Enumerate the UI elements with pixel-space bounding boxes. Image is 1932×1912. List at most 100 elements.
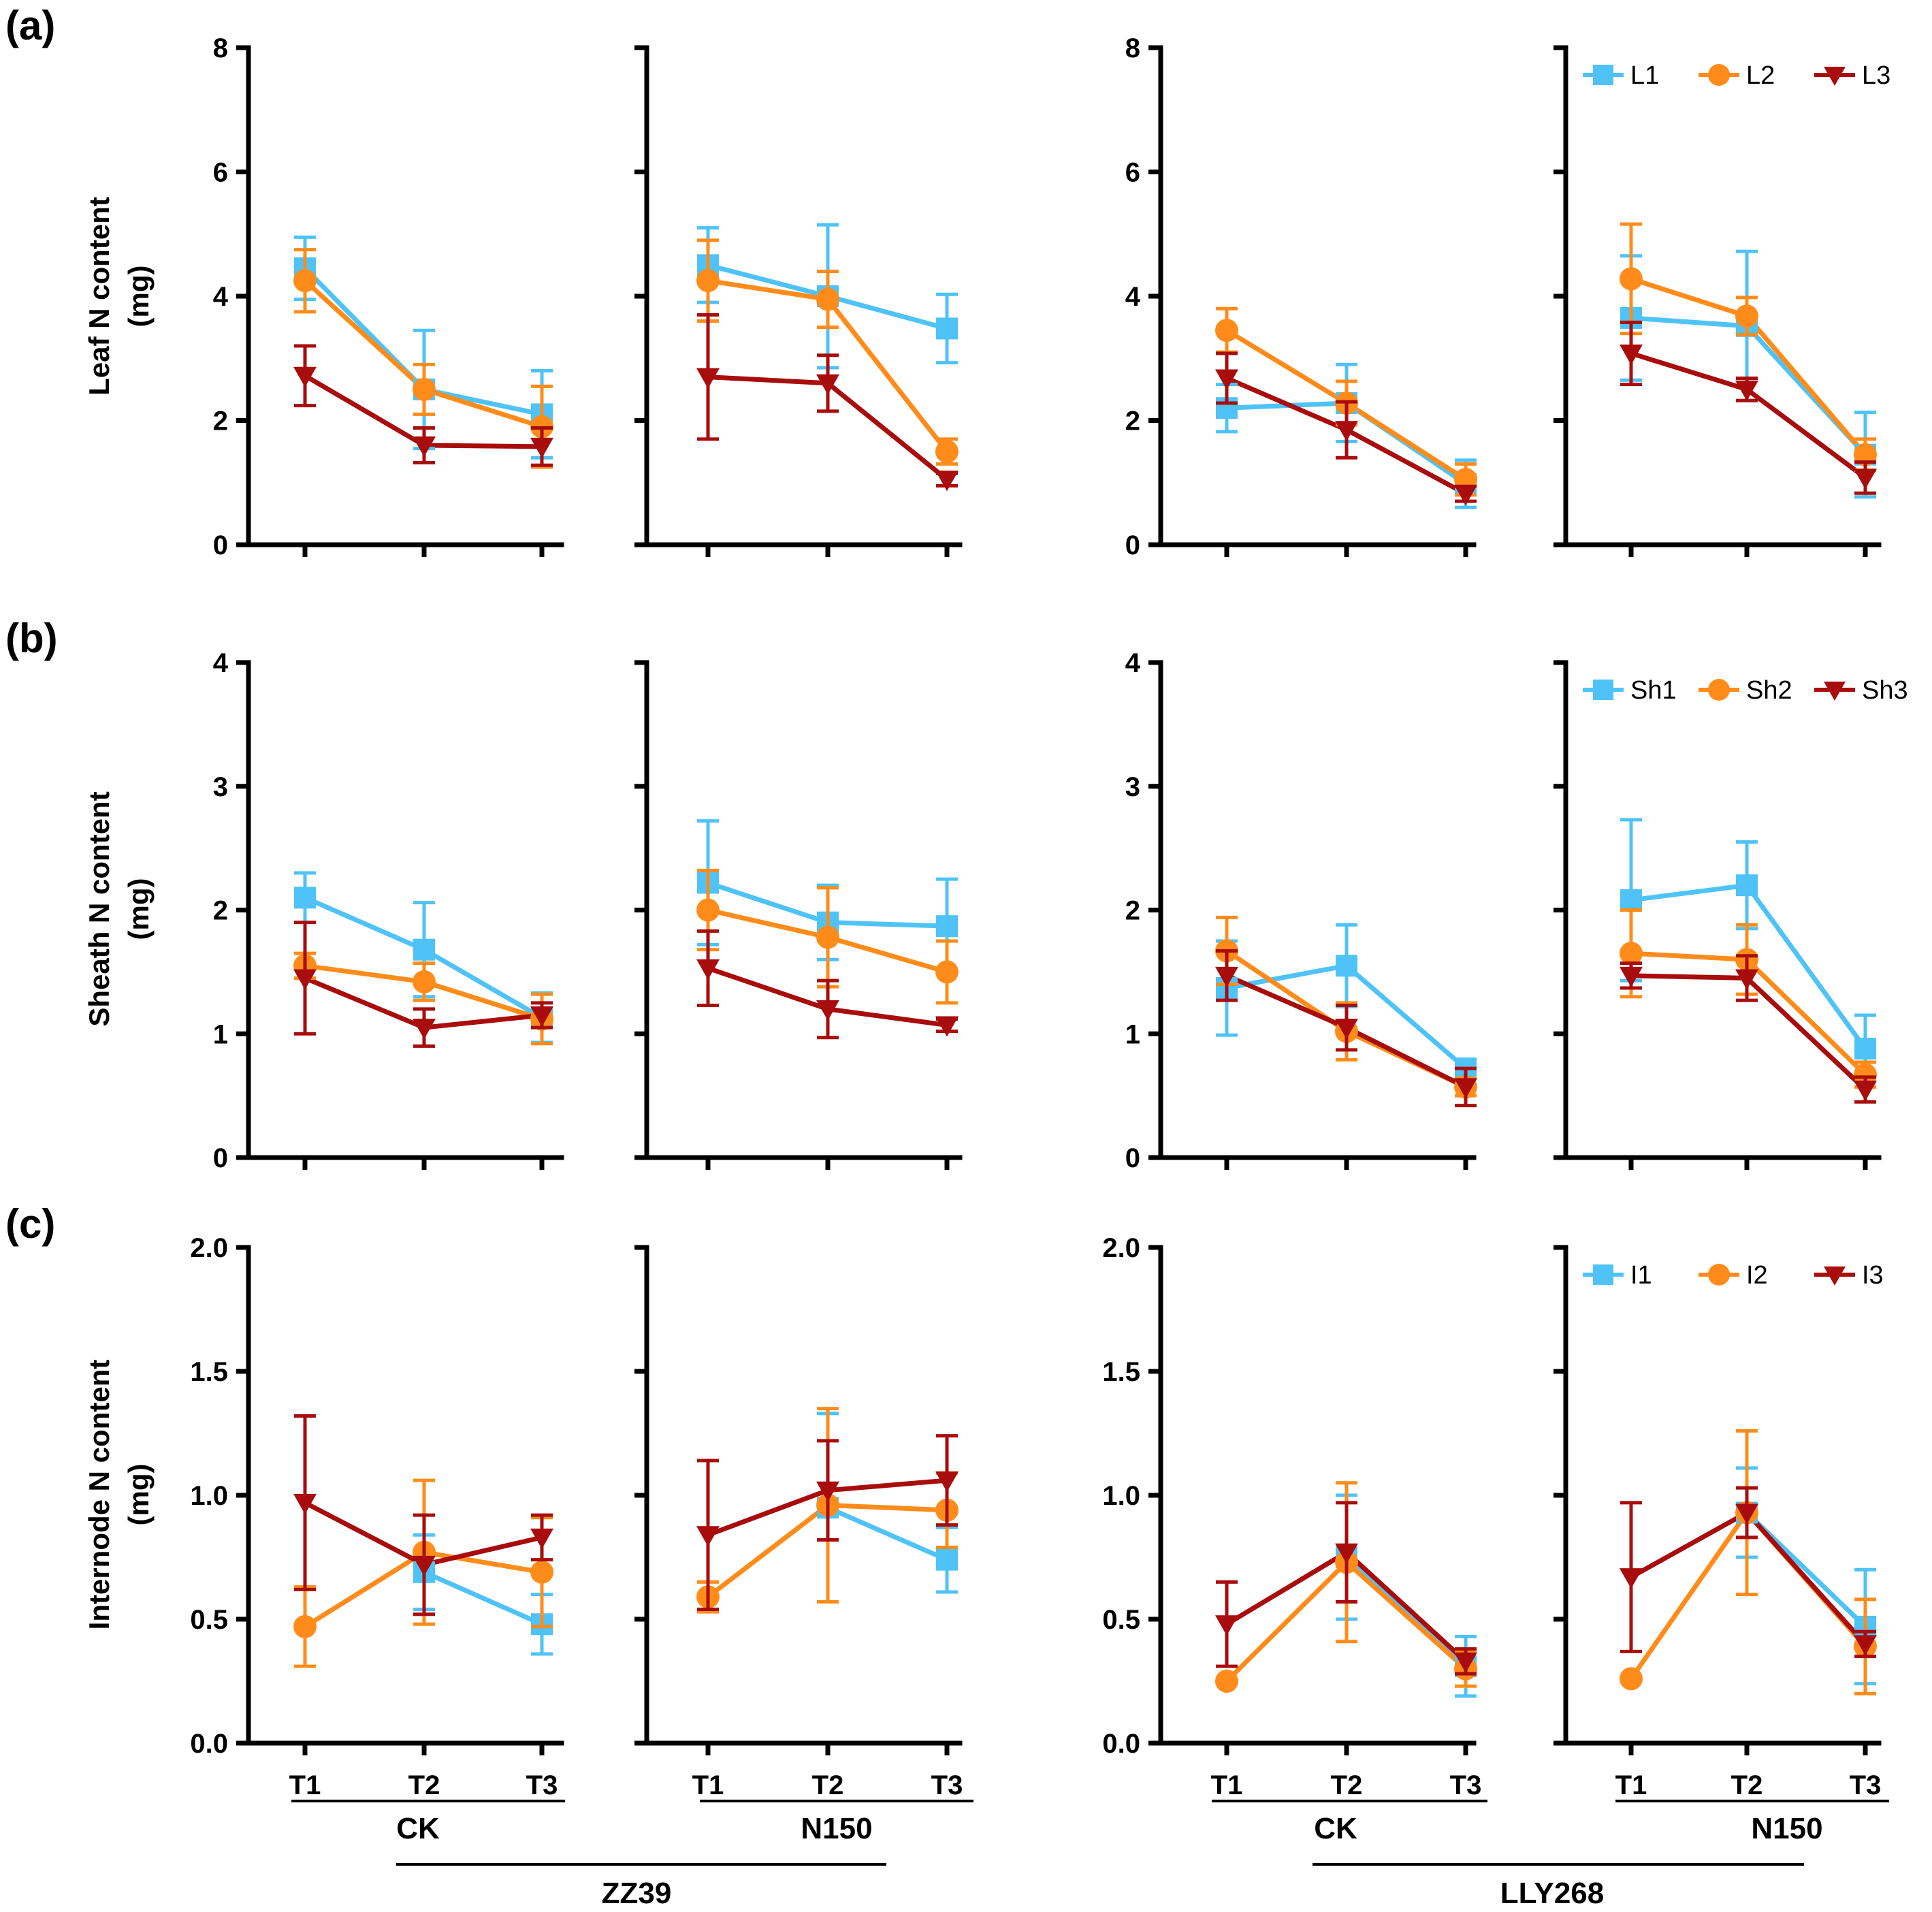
y-tick-label: 0.5 xyxy=(1102,1605,1140,1635)
data-point-triangle xyxy=(935,471,959,492)
data-point-triangle xyxy=(1454,1652,1477,1673)
data-point-triangle xyxy=(293,969,317,990)
legend-label: L2 xyxy=(1746,61,1775,90)
subplot-1-1: 0 2 4 6 8 xyxy=(213,33,564,560)
label-ck-lly268: CK xyxy=(1314,1812,1357,1845)
data-point-circle xyxy=(816,925,839,949)
legend-marker-triangle xyxy=(1824,682,1846,701)
y-tick-label: 0.0 xyxy=(190,1729,228,1759)
data-point-circle xyxy=(413,970,436,993)
subplot-2-1: 0 1 2 3 4 xyxy=(213,648,564,1173)
y-tick-label: 0 xyxy=(1125,530,1140,560)
data-point-triangle xyxy=(1854,468,1877,490)
data-point-square xyxy=(1336,955,1357,977)
data-point-triangle xyxy=(1335,421,1358,442)
data-point-triangle xyxy=(696,1526,720,1547)
legend-marker-triangle xyxy=(1824,67,1846,86)
data-point-triangle xyxy=(1735,380,1758,401)
data-point-triangle xyxy=(1620,344,1643,365)
data-point-triangle xyxy=(293,366,317,387)
data-point-triangle xyxy=(1735,1503,1758,1525)
chart-row-1: 0 2 4 6 8 0 2 4 6 8 L1 L2 L3 xyxy=(213,33,1891,560)
y-tick-label: 6 xyxy=(1125,158,1140,188)
x-tick-label: T1 xyxy=(289,1770,321,1800)
data-point-triangle xyxy=(530,437,553,458)
data-point-triangle xyxy=(1620,1568,1643,1589)
data-point-square xyxy=(936,1548,958,1571)
chart-row-2: 0 1 2 3 4 0 1 2 3 4 Sh1 Sh2 Sh3 xyxy=(213,648,1908,1173)
data-point-triangle xyxy=(935,1471,959,1493)
subplot-3-4: T1 T2 T3 xyxy=(1553,1245,1882,1800)
label-zz39: ZZ39 xyxy=(602,1877,672,1910)
y-label-leaf-line1: Leaf N content xyxy=(83,197,115,396)
data-point-triangle xyxy=(696,368,720,389)
data-point-triangle xyxy=(1735,969,1758,990)
series-line-I1 xyxy=(826,1505,948,1562)
data-point-square xyxy=(294,887,316,909)
x-tick-label: T1 xyxy=(692,1770,724,1800)
y-tick-label: 1.5 xyxy=(190,1357,228,1387)
data-point-square xyxy=(1736,874,1758,897)
label-n150-lly268: N150 xyxy=(1751,1812,1822,1845)
x-tick-label: T2 xyxy=(408,1770,440,1800)
legend-row-3: I1 I2 I3 xyxy=(1583,1261,1884,1290)
data-point-triangle xyxy=(1335,1543,1358,1564)
y-label-leaf-line2: (mg) xyxy=(123,266,155,328)
data-point-circle xyxy=(1620,267,1643,291)
group-labels: CK N150 CK N150 ZZ39 LLY268 xyxy=(291,1800,1889,1910)
y-tick-label: 0.0 xyxy=(1102,1729,1140,1759)
data-point-triangle xyxy=(935,1016,959,1037)
data-point-triangle xyxy=(413,1555,436,1576)
data-point-triangle xyxy=(816,374,839,395)
data-point-circle xyxy=(1215,1670,1238,1693)
data-point-triangle xyxy=(1335,1019,1358,1040)
y-label-leaf: Leaf N content (mg) xyxy=(83,197,155,396)
y-tick-label: 8 xyxy=(1125,33,1140,63)
legend-label: L3 xyxy=(1862,61,1890,90)
y-tick-label: 4 xyxy=(213,282,229,312)
label-n150-zz39: N150 xyxy=(801,1812,872,1845)
y-tick-label: 1.0 xyxy=(1102,1481,1140,1511)
data-point-square xyxy=(1620,889,1642,911)
subplot-1-4 xyxy=(1553,45,1882,557)
y-label-sheath-line2: (mg) xyxy=(123,878,155,940)
subplot-3-2: T1 T2 T3 xyxy=(634,1245,963,1800)
data-point-circle xyxy=(1215,319,1238,342)
y-tick-label: 8 xyxy=(213,33,228,63)
y-label-sheath: Sheath N content (mg) xyxy=(83,791,155,1026)
data-point-circle xyxy=(293,269,317,293)
y-tick-label: 2.0 xyxy=(1102,1233,1140,1263)
y-tick-label: 2 xyxy=(213,407,228,436)
chart-row-3: 0.0 0.5 1.0 1.5 2.0 T1 T2 T3 T1 T2 T3 0.0 0.5 1.0 1.5 2… xyxy=(190,1233,1883,1800)
data-point-triangle xyxy=(293,1493,317,1514)
data-point-triangle xyxy=(530,1528,553,1549)
data-point-triangle xyxy=(413,436,436,457)
y-tick-label: 4 xyxy=(213,648,229,678)
data-point-triangle xyxy=(816,1000,839,1021)
data-point-square xyxy=(936,317,958,340)
data-point-triangle xyxy=(1854,1635,1877,1656)
data-point-circle xyxy=(696,898,720,922)
data-point-triangle xyxy=(1215,369,1238,390)
legend-label: I2 xyxy=(1746,1261,1768,1290)
y-tick-label: 2 xyxy=(1125,896,1140,926)
y-tick-label: 4 xyxy=(1125,648,1141,678)
data-point-square xyxy=(1854,1038,1876,1060)
label-ck-zz39: CK xyxy=(396,1812,440,1845)
data-point-square xyxy=(413,938,435,961)
y-tick-label: 1 xyxy=(1125,1019,1140,1049)
data-point-circle xyxy=(696,269,720,293)
y-label-internode-line2: (mg) xyxy=(123,1464,155,1526)
data-point-triangle xyxy=(413,1019,436,1040)
series-line-I1 xyxy=(423,1570,543,1627)
data-point-circle xyxy=(293,1614,317,1638)
data-point-triangle xyxy=(1620,966,1643,987)
y-tick-label: 3 xyxy=(1125,772,1140,802)
legend-label: Sh1 xyxy=(1630,676,1677,705)
x-tick-label: T3 xyxy=(526,1770,558,1800)
y-label-sheath-line1: Sheath N content xyxy=(83,791,115,1026)
legend-label: Sh3 xyxy=(1862,676,1908,705)
y-tick-label: 1.5 xyxy=(1102,1357,1140,1387)
panel-letter-c: (c) xyxy=(5,1201,55,1247)
